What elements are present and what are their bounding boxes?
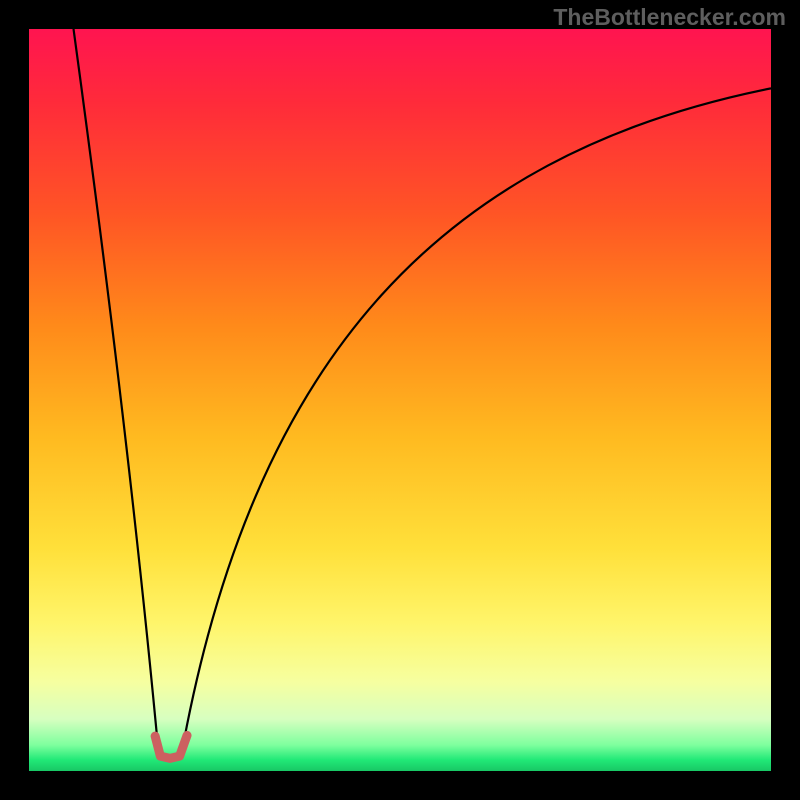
chart-svg [29, 29, 771, 771]
chart-outer-frame: TheBottlenecker.com [0, 0, 800, 800]
watermark-text: TheBottlenecker.com [553, 4, 786, 31]
chart-plot-area [29, 29, 771, 771]
chart-background-gradient [29, 29, 771, 771]
